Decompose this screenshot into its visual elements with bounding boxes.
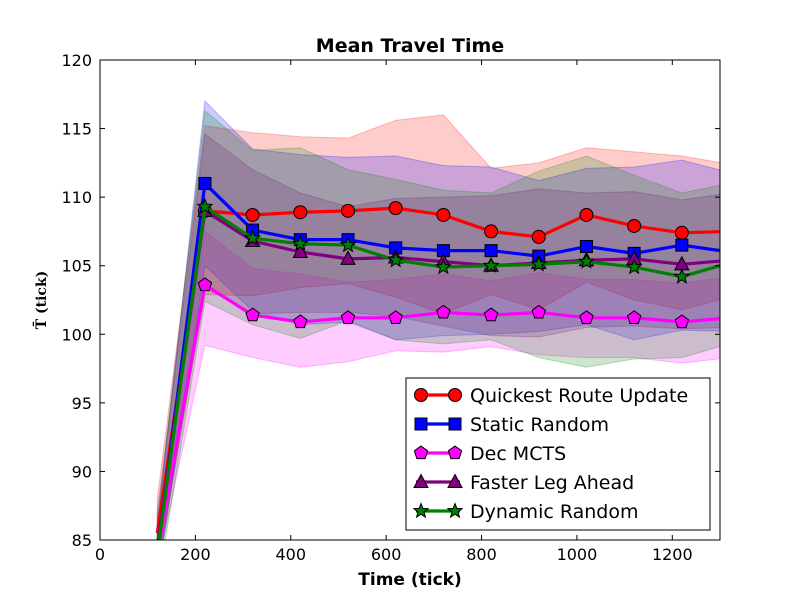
data-point-4-4 (339, 236, 357, 253)
y-tick-label: 100 (61, 325, 92, 344)
data-point-4-2 (244, 229, 262, 246)
x-tick-label: 800 (466, 545, 497, 564)
data-point-4-12 (722, 255, 736, 269)
legend-marker-end-4 (446, 502, 464, 519)
data-point-0-10 (627, 218, 642, 233)
data-point-2-9 (579, 310, 594, 324)
legend-marker-end-3 (447, 473, 463, 488)
data-point-0-4 (341, 203, 355, 218)
data-point-1-7 (484, 244, 498, 258)
x-tick-label: 0 (95, 545, 105, 564)
data-point-0-7 (484, 224, 499, 239)
data-point-2-10 (626, 310, 642, 324)
y-tick-label: 105 (61, 257, 92, 276)
data-point-4-5 (387, 251, 405, 268)
legend-label-4: Dynamic Random (470, 501, 639, 523)
data-point-0-9 (579, 207, 594, 222)
band-2 (156, 230, 720, 540)
x-tick-label: 600 (371, 545, 402, 564)
legend-marker-4 (412, 502, 430, 519)
data-point-3-3 (292, 243, 309, 258)
data-point-2-1 (197, 277, 213, 292)
data-point-3-4 (340, 250, 356, 265)
legend-label-2: Dec MCTS (470, 443, 566, 465)
band-0 (156, 114, 720, 540)
legend-marker-2 (413, 445, 429, 460)
x-tick-label: 1000 (557, 545, 598, 564)
data-point-1-9 (579, 240, 593, 254)
data-point-3-12 (723, 253, 737, 266)
data-point-4-8 (530, 255, 548, 272)
data-point-2-2 (245, 307, 260, 322)
data-point-1-12 (724, 246, 736, 258)
legend-marker-end-1 (448, 417, 462, 431)
legend-label-0: Quickest Route Update (470, 385, 688, 407)
y-tick-label: 90 (72, 462, 92, 481)
data-point-0-12 (723, 225, 736, 238)
legend-marker-3 (413, 473, 429, 488)
x-tick-label: 1200 (652, 545, 693, 564)
y-tick-label: 85 (72, 531, 92, 550)
x-axis-ticks: 0 200 400 600 800 1000 1200 (95, 60, 693, 564)
data-point-2-7 (483, 307, 499, 322)
data-point-0-2 (245, 207, 260, 222)
x-tick-label: 400 (275, 545, 306, 564)
data-point-0-6 (436, 207, 451, 222)
data-point-2-8 (531, 304, 547, 319)
x-axis-label: Time (tick) (358, 570, 461, 590)
data-point-2-4 (340, 310, 356, 324)
y-tick-label: 120 (61, 51, 92, 70)
data-point-2-11 (674, 314, 690, 329)
data-point-2-3 (293, 314, 308, 329)
data-point-1-11 (675, 238, 689, 252)
series-lines (155, 176, 737, 540)
x-tick-label: 200 (180, 545, 211, 564)
y-tick-label: 95 (72, 394, 92, 413)
data-point-0-3 (293, 205, 308, 220)
legend-marker-end-2 (447, 445, 463, 460)
data-point-4-10 (625, 258, 643, 275)
plot-frame (99, 59, 721, 541)
data-point-4-9 (577, 252, 595, 269)
y-tick-label: 115 (61, 120, 92, 139)
data-point-4-7 (482, 256, 500, 273)
data-point-0-5 (388, 201, 403, 216)
legend-marker-end-0 (448, 388, 462, 402)
chart-title: Mean Travel Time (316, 35, 504, 57)
y-axis-ticks: 85 90 95 100 105 110 115 120 (61, 51, 720, 550)
legend-label-1: Static Random (470, 414, 609, 436)
legend-label-3: Faster Leg Ahead (470, 472, 634, 494)
data-point-2-5 (388, 310, 403, 324)
data-point-4-1 (196, 197, 214, 214)
data-point-0-8 (531, 229, 546, 244)
legend: Quickest Route Update Static Random Dec MC… (405, 377, 711, 531)
y-tick-label: 110 (61, 188, 92, 207)
data-point-4-3 (291, 234, 309, 251)
data-point-2-6 (436, 304, 451, 319)
legend-marker-0 (414, 388, 428, 402)
legend-marker-1 (414, 417, 428, 431)
data-point-4-11 (673, 267, 691, 284)
data-point-4-6 (434, 258, 452, 275)
data-point-1-1 (198, 176, 212, 190)
data-point-2-12 (723, 311, 736, 324)
y-axis-label: T̄ (tick) (31, 271, 50, 330)
data-point-0-11 (674, 225, 689, 240)
